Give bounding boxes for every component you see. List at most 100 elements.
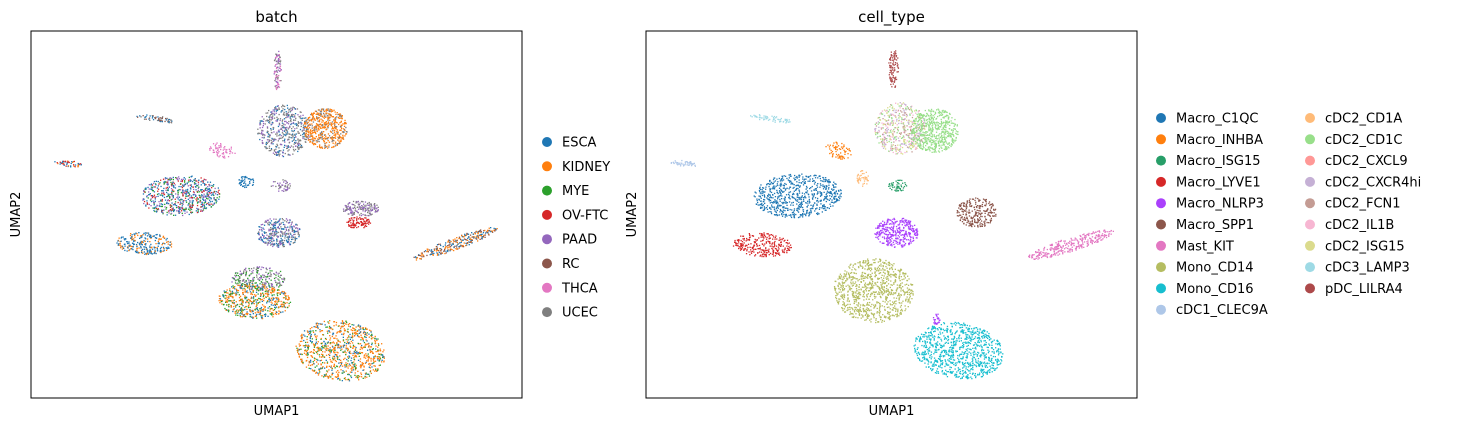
scatter-point [374,370,376,372]
scatter-point [278,240,281,242]
scatter-point [336,357,339,359]
scatter-point [274,107,276,109]
scatter-point [362,338,364,341]
scatter-point [350,340,352,343]
scatter-point [346,206,348,208]
scatter-point [284,220,286,222]
scatter-point [167,247,169,249]
scatter-point [252,313,254,315]
scatter-point [159,182,161,184]
scatter-point [130,237,132,239]
scatter-point [277,282,279,284]
scatter-point [313,346,316,348]
scatter-point [345,133,347,135]
scatter-point [128,244,130,246]
scatter-point [270,232,272,234]
scatter-point [323,122,325,124]
scatter-point [321,146,323,148]
scatter-point [273,150,276,152]
batch-xlabel: UMAP1 [254,404,300,419]
scatter-point [426,250,428,253]
scatter-point [166,186,169,189]
scatter-point [162,178,165,180]
scatter-point [336,112,338,114]
scatter-point [297,232,300,234]
scatter-point [323,134,326,136]
scatter-point [318,349,320,351]
scatter-point [284,128,286,130]
scatter-point [160,117,162,119]
scatter-point [187,204,189,206]
scatter-point [316,124,318,127]
scatter-point [383,349,385,351]
scatter-point [322,109,324,111]
scatter-point [192,204,194,206]
scatter-point [361,352,364,354]
scatter-point [316,113,319,115]
scatter-point [286,302,288,304]
scatter-point [321,131,323,133]
scatter-point [890,56,892,59]
scatter-point [337,352,339,354]
scatter-point [230,291,232,293]
scatter-point [299,146,301,148]
scatter-point [197,187,199,190]
scatter-point [334,352,336,354]
scatter-point [311,356,314,358]
scatter-point [170,181,172,184]
scatter-point [243,182,245,184]
scatter-point [354,363,356,365]
scatter-point [269,308,271,310]
scatter-point [289,232,291,234]
scatter-point [259,123,262,125]
scatter-point [351,224,353,227]
scatter-point [222,155,224,158]
scatter-point [163,193,166,196]
scatter-point [477,236,480,238]
scatter-point [305,133,307,135]
scatter-point [167,184,169,186]
scatter-point [332,139,335,142]
scatter-point [309,332,311,334]
scatter-point [179,189,182,191]
scatter-point [357,218,359,220]
scatter-point [289,154,291,156]
scatter-point [164,199,167,201]
scatter-point [462,244,464,247]
scatter-point [350,359,352,362]
scatter-point [195,195,197,197]
scatter-point [477,234,479,237]
scatter-point [352,352,354,355]
scatter-point [417,254,420,256]
scatter-point [154,250,156,252]
scatter-point [187,191,190,194]
scatter-point [242,279,244,281]
scatter-point [71,161,74,164]
scatter-point [363,369,365,371]
scatter-point [325,110,327,112]
scatter-point [347,350,349,352]
scatter-point [274,224,276,227]
scatter-point [358,329,360,331]
scatter-point [257,311,260,313]
scatter-point [212,143,215,145]
scatter-point [323,123,326,125]
scatter-point [271,242,273,245]
scatter-point [229,293,232,295]
scatter-point [263,237,265,240]
scatter-point [255,299,257,301]
scatter-point [891,79,893,81]
scatter-point [358,379,360,381]
scatter-point [272,228,274,230]
scatter-point [242,292,244,294]
scatter-point [316,361,318,363]
scatter-point [275,152,278,154]
scatter-point [888,74,890,76]
scatter-point [287,241,289,244]
scatter-point [264,232,266,234]
scatter-point [273,149,276,151]
scatter-point [149,250,151,253]
scatter-point [287,295,289,297]
scatter-point [289,227,291,229]
scatter-point [240,287,242,289]
